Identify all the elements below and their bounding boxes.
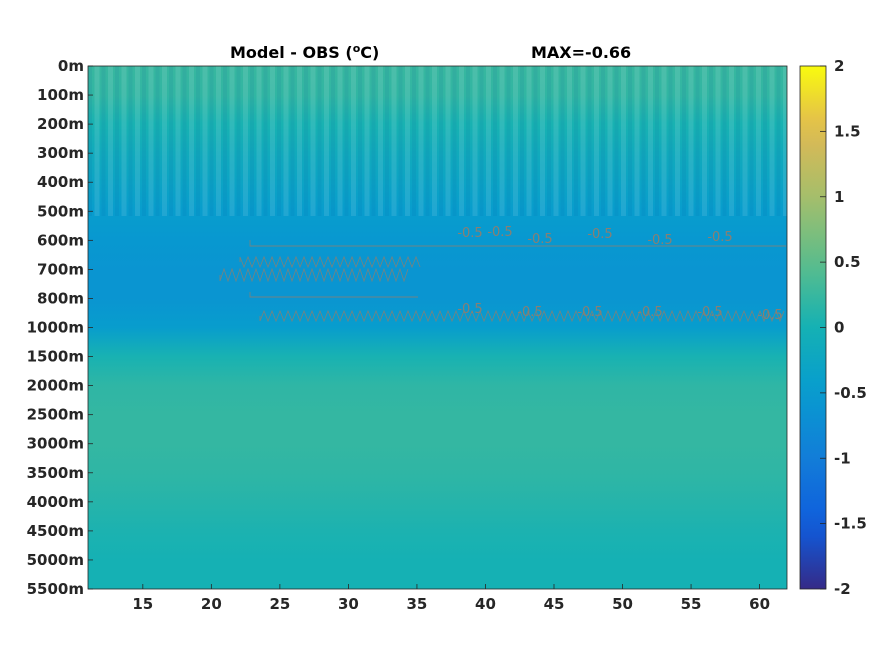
y-tick-label: 600m: [37, 231, 84, 249]
contour-line: [259, 309, 785, 323]
contour-layer: -0.5 -0.5 -0.5 -0.5 -0.5 -0.5 -0.5 -0.5 -0.5 -0.5…: [219, 225, 786, 323]
x-tick-label: 45: [544, 595, 565, 613]
contour-line: [249, 292, 418, 298]
contour-line: [249, 240, 786, 247]
y-tick-label: 3000m: [27, 435, 84, 453]
contour-label: -0.5: [457, 302, 482, 317]
colorbar-ticks: 2 1.5 1 0.5 0 -0.5 -1 -1.5 -2: [820, 57, 867, 598]
title-prefix: Model - OBS (: [230, 43, 353, 62]
colorbar-tick-label: 0: [834, 319, 844, 337]
x-tick-label: 25: [269, 595, 290, 613]
y-tick-label: 4500m: [27, 522, 84, 540]
contour-label: -0.5: [457, 226, 482, 241]
y-tick-label: 500m: [37, 202, 84, 220]
title-unit-end: C): [360, 43, 379, 62]
y-tick-label: 1500m: [27, 348, 84, 366]
title-right: MAX=-0.66: [531, 43, 631, 62]
y-tick-label: 0m: [58, 57, 84, 75]
x-tick-label: 55: [681, 595, 702, 613]
y-tick-label: 800m: [37, 289, 84, 307]
y-tick-label: 400m: [37, 173, 84, 191]
x-tick-label: 20: [201, 595, 222, 613]
colorbar-tick-label: -2: [834, 580, 851, 598]
x-tick-label: 60: [749, 595, 770, 613]
colorbar-tick-label: -0.5: [834, 384, 867, 402]
contour-label: -0.5: [527, 232, 552, 247]
y-tick-label: 1000m: [27, 319, 84, 337]
y-tick-label: 3500m: [27, 464, 84, 482]
x-tick-label: 15: [132, 595, 153, 613]
contour-line: [219, 267, 409, 283]
colorbar-tick-label: -1.5: [834, 515, 867, 533]
y-tick-label: 5000m: [27, 551, 84, 569]
y-tick-label: 200m: [37, 115, 84, 133]
upper-stripe-band: [88, 66, 787, 216]
x-tick-label: 30: [338, 595, 359, 613]
contour-line: [239, 255, 421, 269]
x-tick-label: 40: [475, 595, 496, 613]
colorbar-tick-label: 2: [834, 57, 844, 75]
contour-label: -0.5: [757, 308, 782, 323]
contour-label: -0.5: [697, 305, 722, 320]
colorbar-tick-label: 1.5: [834, 122, 861, 140]
y-tick-label: 5500m: [27, 580, 84, 598]
colorbar-tick-label: 0.5: [834, 253, 861, 271]
contour-label: -0.5: [577, 305, 602, 320]
x-tick-label: 35: [407, 595, 428, 613]
contour-label: -0.5: [587, 227, 612, 242]
y-tick-label: 100m: [37, 86, 84, 104]
contour-label: -0.5: [517, 305, 542, 320]
y-axis: 0m 100m 200m 300m 400m 500m 600m 700m 800m 1000m 1…: [27, 57, 93, 598]
colorbar-tick-label: 1: [834, 188, 844, 206]
contour-label: -0.5: [647, 233, 672, 248]
colorbar: 2 1.5 1 0.5 0 -0.5 -1 -1.5 -2: [799, 57, 867, 598]
y-tick-label: 2500m: [27, 406, 84, 424]
title-left: Model - OBS (oC): [230, 42, 379, 62]
contour-label: -0.5: [707, 230, 732, 245]
plot-area: -0.5 -0.5 -0.5 -0.5 -0.5 -0.5 -0.5 -0.5 -0.5 -0.5…: [88, 66, 787, 589]
colorbar-tick-label: -1: [834, 449, 851, 467]
title: Model - OBS (oC) MAX=-0.66: [230, 42, 631, 62]
x-tick-label: 50: [612, 595, 633, 613]
x-axis: 15 20 25 30 35 40 45 50 55 60: [132, 584, 770, 613]
contour-label: -0.5: [487, 225, 512, 240]
y-tick-label: 300m: [37, 144, 84, 162]
y-tick-label: 4000m: [27, 493, 84, 511]
y-tick-label: 700m: [37, 260, 84, 278]
y-tick-label: 2000m: [27, 377, 84, 395]
contour-label: -0.5: [637, 305, 662, 320]
title-unit-sup: o: [353, 42, 361, 55]
